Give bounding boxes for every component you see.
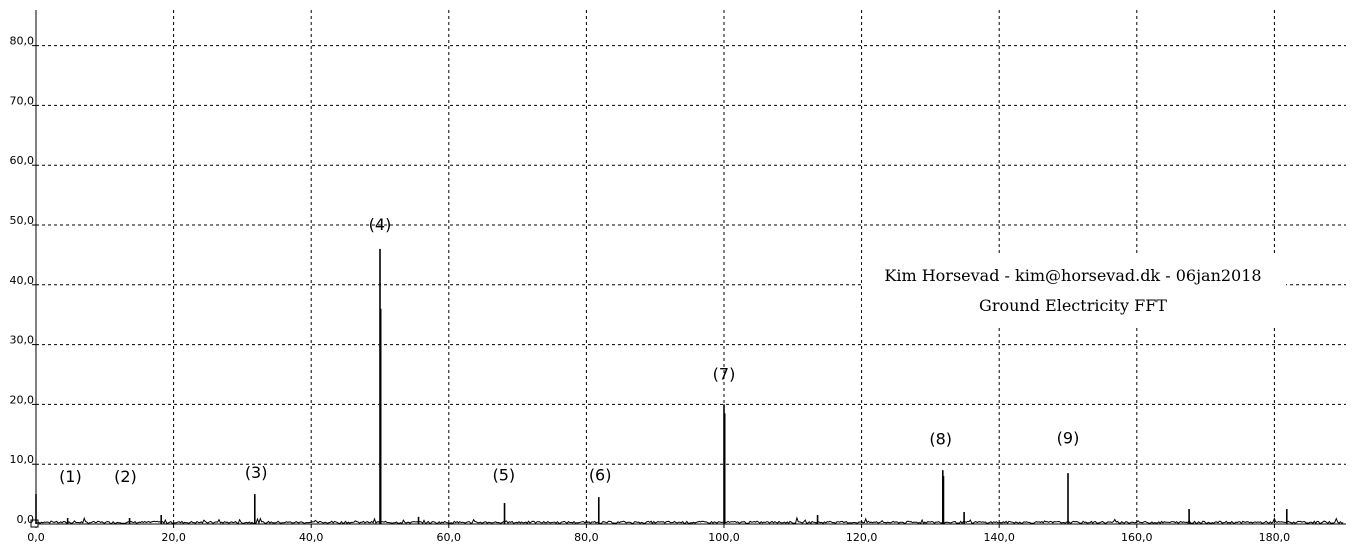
x-tick-label: 0,0 xyxy=(27,531,45,544)
peak-annotation: (6) xyxy=(589,465,612,484)
peak-annotation: (8) xyxy=(929,429,952,448)
x-tick-label: 60,0 xyxy=(437,531,462,544)
credit-box: Kim Horsevad - kim@horsevad.dk - 06jan20… xyxy=(862,254,1286,326)
x-tick-label: 160,0 xyxy=(1121,531,1153,544)
credit-background xyxy=(862,254,1286,326)
x-tick-label: 180,0 xyxy=(1259,531,1291,544)
x-tick-label: 20,0 xyxy=(161,531,186,544)
y-tick-label: 80,0 xyxy=(10,35,35,48)
peak-annotation: (5) xyxy=(493,465,516,484)
peak-annotation: (3) xyxy=(245,463,268,482)
y-tick-label: 40,0 xyxy=(10,274,35,287)
x-tick-label: 40,0 xyxy=(299,531,324,544)
peak-annotation: (1) xyxy=(59,467,82,486)
credit-subject: Ground Electricity FFT xyxy=(979,296,1167,315)
y-tick-label: 50,0 xyxy=(10,214,35,227)
y-tick-label: 60,0 xyxy=(10,154,35,167)
noise-floor xyxy=(35,516,1344,525)
x-tick-label: 140,0 xyxy=(983,531,1015,544)
gridlines xyxy=(36,10,1346,524)
spikes xyxy=(35,248,1288,524)
y-tick-label: 30,0 xyxy=(10,334,35,347)
x-tick-label: 100,0 xyxy=(708,531,740,544)
origin-marker xyxy=(30,519,39,528)
tick-labels: 0,0 10,0 20,0 30,0 40,0 50,0 60,0 70,0 80,0 0,0 20… xyxy=(10,35,1291,544)
x-tick-label: 120,0 xyxy=(846,531,878,544)
y-tick-label: 10,0 xyxy=(10,453,35,466)
peak-annotations: (1) (2) (3) (4) (5) (6) (7) (8) (9) xyxy=(59,215,1079,486)
y-tick-label: 70,0 xyxy=(10,94,35,107)
peak-annotation: (9) xyxy=(1057,428,1080,447)
peak-annotation: (2) xyxy=(114,467,137,486)
noise-trace xyxy=(35,516,1344,525)
y-tick-label: 20,0 xyxy=(10,393,35,406)
peak-annotation: (7) xyxy=(713,364,736,383)
credit-author: Kim Horsevad - kim@horsevad.dk - 06jan20… xyxy=(884,266,1261,285)
peak-annotation: (4) xyxy=(369,215,392,234)
y-tick-label: 0,0 xyxy=(17,513,35,526)
x-tick-label: 80,0 xyxy=(574,531,599,544)
